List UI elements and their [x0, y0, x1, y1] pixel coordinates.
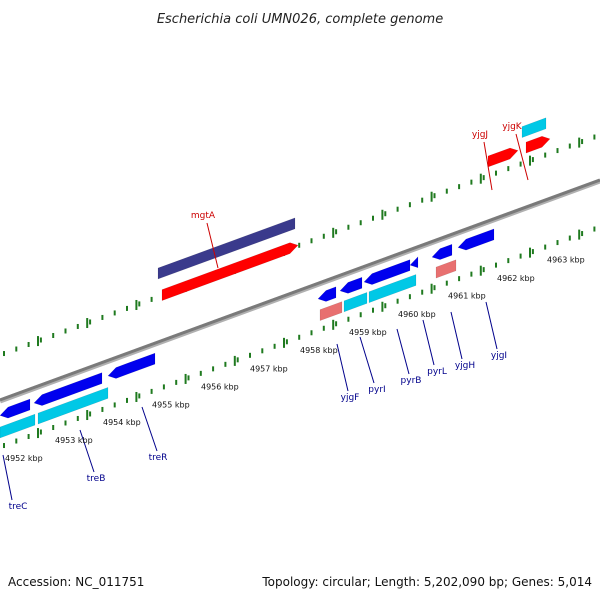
- gene-feature: [525, 135, 551, 154]
- gene-feature: [0, 398, 31, 419]
- gene-label-yjgF: yjgF: [341, 393, 360, 403]
- label-leader-line: [141, 406, 158, 452]
- label-leader-line: [396, 328, 410, 375]
- map-title: Escherichia coli UMN026, complete genome: [157, 12, 443, 27]
- scale-tick-label: 4961 kbp: [448, 292, 486, 301]
- gene-label-yjgH: yjgH: [455, 361, 475, 371]
- scale-tick-label: 4960 kbp: [398, 310, 436, 319]
- gene-feature: [487, 147, 519, 168]
- gene-feature: [161, 242, 299, 301]
- label-leader-lines: [2, 133, 529, 501]
- gene-feature: [0, 413, 36, 439]
- gene-feature: [107, 352, 156, 379]
- gene-feature: [363, 259, 411, 285]
- gene-feature: [37, 387, 109, 425]
- gene-feature: [457, 228, 495, 251]
- gene-label-pyrI: pyrI: [368, 385, 385, 395]
- gene-label-pyrB: pyrB: [401, 376, 422, 386]
- scale-tick-label: 4954 kbp: [103, 418, 141, 427]
- scale-tick-label: 4962 kbp: [497, 274, 535, 283]
- label-leader-line: [336, 343, 349, 392]
- label-leader-line: [359, 336, 375, 384]
- gene-feature: [409, 256, 419, 269]
- gene-label-treB: treB: [87, 474, 106, 484]
- gene-features: [0, 117, 551, 439]
- gene-label-yjgJ: yjgJ: [472, 130, 488, 140]
- gene-feature: [368, 274, 417, 304]
- gene-feature: [435, 259, 457, 279]
- track-lines: [0, 178, 600, 404]
- gene-feature: [33, 372, 103, 406]
- label-leader-line: [485, 301, 498, 350]
- label-leader-line: [2, 454, 13, 501]
- scale-tick-label: 4953 kbp: [55, 436, 93, 445]
- scale-tick-label: 4952 kbp: [5, 454, 43, 463]
- gene-label-treC: treC: [9, 502, 28, 512]
- accession-text: Accession: NC_011751: [8, 575, 144, 589]
- gene-feature: [317, 286, 337, 302]
- label-leader-line: [450, 311, 463, 360]
- backbone-line: [0, 178, 600, 402]
- labels: 4952 kbp 4953 kbp 4954 kbp 4955 kbp 4956 kbp…: [5, 122, 585, 512]
- gene-feature: [521, 117, 547, 138]
- label-leader-line: [483, 141, 493, 191]
- scale-tick-label: 4958 kbp: [300, 346, 338, 355]
- scale-tick-label: 4957 kbp: [250, 364, 288, 373]
- gene-feature: [431, 243, 453, 260]
- scale-tick-label: 4955 kbp: [152, 400, 190, 409]
- gene-label-yjgK: yjgK: [502, 122, 523, 132]
- label-leader-line: [422, 319, 435, 366]
- scale-tick-label: 4959 kbp: [349, 328, 387, 337]
- gene-label-treR: treR: [149, 453, 168, 463]
- summary-text: Topology: circular; Length: 5,202,090 bp…: [261, 575, 592, 589]
- gene-label-yjgI: yjgI: [491, 351, 507, 361]
- gene-label-pyrL: pyrL: [427, 367, 447, 377]
- gene-feature: [319, 301, 343, 322]
- label-leader-line: [206, 222, 219, 269]
- gene-feature: [157, 217, 296, 280]
- gene-feature: [343, 292, 368, 313]
- label-leader-line: [515, 133, 529, 181]
- scale-tick-label: 4956 kbp: [201, 382, 239, 391]
- label-leader-line: [79, 429, 95, 473]
- gene-label-mgtA: mgtA: [191, 211, 216, 221]
- gene-feature: [339, 276, 363, 294]
- scale-tick-label: 4963 kbp: [547, 255, 585, 264]
